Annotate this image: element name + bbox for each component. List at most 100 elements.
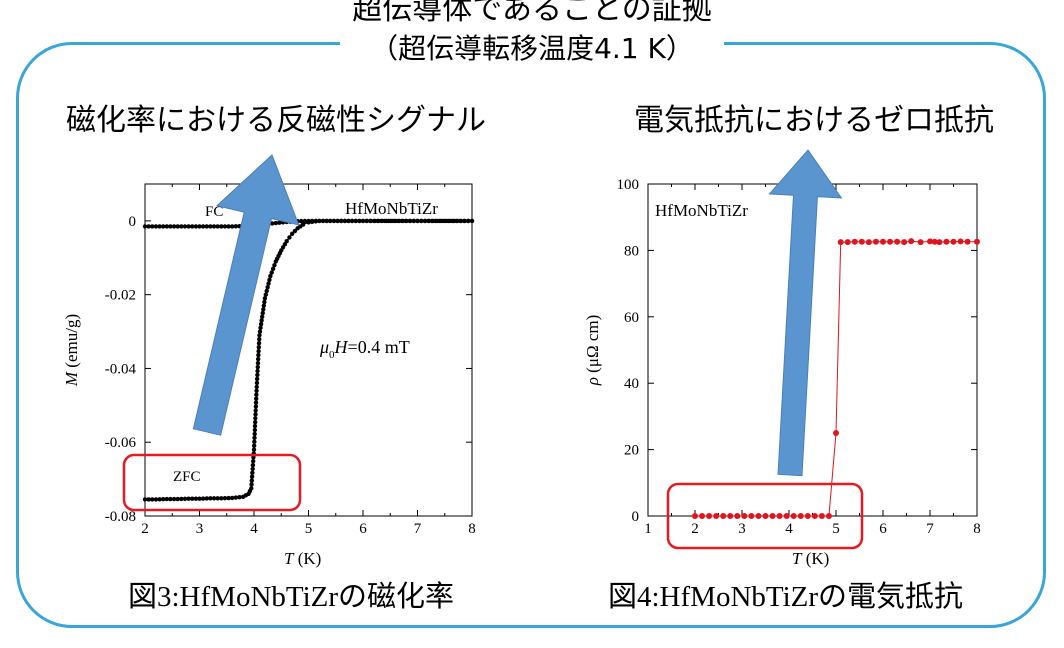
magnetization-caption: 図3:HfMoNbTiZrの磁化率: [128, 578, 454, 615]
res-point: [748, 513, 755, 519]
mag-point-fc: [226, 224, 231, 229]
res-point: [833, 430, 839, 436]
res-y-tick-label: 100: [617, 177, 640, 193]
mag-point-fc: [211, 224, 217, 229]
res-point: [790, 513, 797, 519]
res-point: [901, 239, 908, 246]
mag-point-zfc: [368, 218, 373, 224]
mag-point-zfc: [257, 333, 262, 338]
mag-point-zfc: [266, 281, 271, 286]
mag-point-fc: [182, 224, 188, 229]
res-y-tick-label: 80: [624, 243, 639, 259]
mag-x-axis-rest: (K): [293, 549, 321, 568]
mag-point-zfc: [287, 235, 292, 240]
mag-point-zfc: [372, 218, 377, 224]
res-point: [880, 238, 886, 245]
mag-point-zfc: [399, 218, 405, 224]
mag-point-zfc: [292, 228, 298, 234]
res-point: [927, 238, 933, 245]
mag-point-zfc: [317, 218, 322, 224]
mag-point-zfc: [175, 496, 180, 502]
mag-point-zfc: [438, 218, 444, 224]
res-y-tick-label: 60: [624, 310, 639, 326]
mag-point-zfc: [357, 218, 362, 224]
mag-point-zfc: [256, 344, 262, 350]
res-point: [734, 513, 741, 519]
mag-point-zfc: [259, 318, 264, 323]
mag-point-zfc: [259, 314, 265, 319]
mag-point-zfc: [193, 496, 199, 501]
resistivity-caption-prefix: 図4:HfMoNbTiZr: [608, 581, 819, 613]
res-point: [804, 513, 811, 519]
res-point: [783, 513, 790, 519]
mag-x-tick-label: 2: [141, 521, 149, 537]
res-point: [699, 513, 706, 519]
mag-point-zfc: [252, 419, 258, 425]
resistivity-caption: 図4:HfMoNbTiZrの電気抵抗: [608, 578, 963, 615]
mag-point-fc: [157, 224, 162, 229]
mag-point-zfc: [289, 231, 295, 236]
res-point: [943, 238, 950, 245]
mag-point-fc: [153, 224, 159, 229]
mag-point-zfc: [150, 497, 155, 502]
res-point: [894, 238, 901, 245]
mag-point-zfc: [349, 218, 355, 224]
res-x-tick-label: 2: [691, 521, 699, 537]
mag-point-fc: [179, 224, 184, 229]
res-x-tick-label: 7: [926, 521, 934, 537]
mag-y-tick-label: -0.04: [105, 361, 137, 377]
mag-point-zfc: [204, 496, 209, 501]
mag-point-zfc: [249, 482, 254, 487]
res-point: [713, 513, 720, 519]
mag-x-tick-label: 4: [250, 521, 258, 537]
mag-point-zfc: [179, 496, 184, 502]
mag-point-zfc: [230, 495, 235, 501]
mag-point-zfc: [260, 310, 265, 316]
mag-point-zfc: [262, 296, 268, 301]
res-point: [797, 513, 804, 519]
res-point: [692, 513, 698, 519]
mag-point-zfc: [256, 340, 262, 346]
mag-point-zfc: [208, 496, 213, 501]
mag-point-zfc: [320, 218, 326, 224]
mag-point-zfc: [233, 495, 239, 500]
mag-point-zfc: [254, 396, 259, 401]
mag-sample-label: HfMoNbTiZr: [345, 199, 438, 218]
res-y-axis-italic: ρ: [583, 377, 602, 386]
mag-point-zfc: [272, 262, 277, 268]
mag-point-fc: [222, 224, 228, 229]
mag-point-zfc: [411, 218, 416, 224]
mag-point-zfc: [284, 238, 289, 244]
mag-point-fc: [190, 224, 195, 229]
mag-point-zfc: [380, 218, 385, 224]
mag-arrow-icon: [192, 154, 300, 436]
mag-point-zfc: [164, 496, 169, 502]
resistivity-chart: HfMoNbTiZr T (K) ρ (μΩ cm) 1 2 3 4 5 6 7 802040…: [583, 177, 981, 568]
mag-point-zfc: [249, 478, 255, 483]
mag-point-zfc: [253, 408, 258, 413]
mag-point-fc: [186, 224, 191, 229]
res-point: [762, 513, 769, 519]
mag-point-zfc: [419, 218, 424, 224]
mag-point-zfc: [407, 218, 412, 224]
res-x-axis-label: T (K): [792, 549, 829, 568]
res-point: [811, 513, 818, 519]
mag-point-zfc: [465, 218, 471, 224]
res-point: [950, 238, 957, 245]
mag-point-zfc: [256, 348, 261, 354]
field-mu: μ: [319, 337, 329, 357]
res-x-tick-label: 4: [785, 521, 793, 537]
mag-point-zfc: [257, 329, 263, 334]
mag-point-zfc: [142, 497, 148, 502]
mag-point-zfc: [263, 292, 269, 297]
mag-point-fc: [168, 224, 173, 229]
mag-point-zfc: [265, 285, 270, 290]
mag-point-zfc: [153, 497, 159, 502]
mag-point-zfc: [257, 337, 262, 342]
res-x-axis-rest: (K): [801, 549, 829, 568]
mag-point-zfc: [253, 412, 258, 417]
mag-point-zfc: [197, 496, 202, 501]
mag-point-fc: [273, 220, 278, 226]
mag-point-zfc: [267, 277, 272, 283]
mag-point-zfc: [415, 218, 420, 224]
